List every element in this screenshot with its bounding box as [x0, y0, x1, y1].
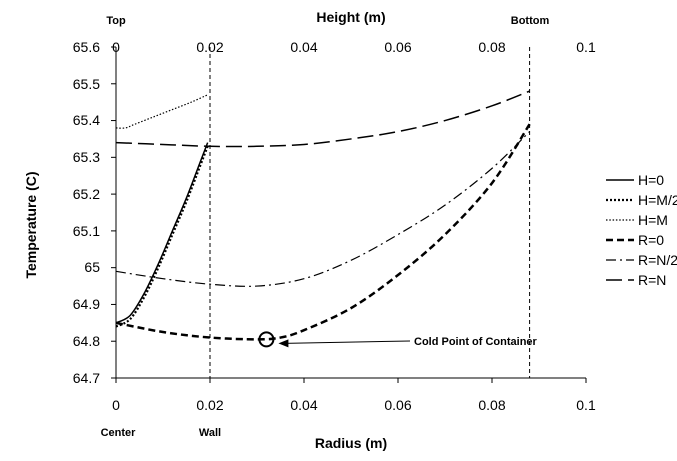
series-line	[115, 123, 531, 341]
top-edge-label-bottom: Bottom	[511, 15, 550, 27]
y-tick-label: 65.6	[73, 39, 100, 55]
bottom-edge-label-center: Center	[101, 427, 137, 439]
legend-entry: R=N/2	[606, 252, 677, 268]
x-bottom-tick-label: 0.02	[196, 397, 223, 413]
y-tick-label: 64.8	[73, 333, 100, 349]
x-bottom-tick-labels: 0 0.02 0.04 0.06 0.08 0.1	[112, 397, 596, 413]
legend: H=0 H=M/2 H=M R=0 R=N/2 R=N	[606, 172, 677, 288]
annotation-layer: Cold Point of Container	[258, 331, 538, 348]
x-bottom-tick-label: 0	[112, 397, 120, 413]
x-top-tick-label: 0.06	[384, 39, 411, 55]
legend-label: H=M	[638, 212, 668, 228]
series-line	[115, 90, 530, 148]
y-tick-label: 65.4	[73, 112, 100, 128]
y-tick-label: 65.2	[73, 186, 100, 202]
legend-entry: H=M/2	[606, 192, 677, 208]
y-tick-label: 65.3	[73, 149, 100, 165]
x-top-tick-labels: 0 0.02 0.04 0.06 0.08 0.1	[112, 39, 596, 55]
y-axis-title: Temperature (C)	[23, 171, 39, 278]
annotation-arrow-head	[278, 339, 289, 348]
legend-entry: R=0	[606, 232, 664, 248]
series-line	[115, 142, 209, 324]
legend-label: R=N/2	[638, 252, 677, 268]
cold-point-marker	[258, 331, 275, 348]
series-line	[115, 94, 208, 129]
annotation-label: Cold Point of Container	[414, 336, 538, 348]
x-bottom-tick-label: 0.04	[290, 397, 317, 413]
series-layer	[115, 90, 531, 341]
y-tick-label: 64.7	[73, 370, 100, 386]
bottom-axis-title: Radius (m)	[315, 435, 387, 451]
y-tick-label: 65	[84, 259, 100, 275]
legend-label: H=M/2	[638, 192, 677, 208]
y-tick-label: 65.5	[73, 76, 100, 92]
legend-entry: H=M	[606, 212, 668, 228]
top-axis-title: Height (m)	[316, 9, 385, 25]
legend-entry: R=N	[606, 272, 666, 288]
y-tick-label: 65.1	[73, 223, 100, 239]
legend-label: H=0	[638, 172, 664, 188]
x-top-tick-label: 0.08	[478, 39, 505, 55]
bottom-edge-label-wall: Wall	[199, 427, 221, 439]
reference-lines	[209, 47, 531, 378]
legend-entry: H=0	[606, 172, 664, 188]
x-top-tick-label: 0.04	[290, 39, 317, 55]
x-bottom-tick-label: 0.06	[384, 397, 411, 413]
x-top-tick-label: 0.1	[576, 39, 596, 55]
series-line	[115, 131, 531, 287]
x-bottom-tick-label: 0.1	[576, 397, 596, 413]
y-tick-label: 64.9	[73, 296, 100, 312]
annotation-arrow-line	[284, 340, 411, 344]
top-edge-label-top: Top	[106, 15, 126, 27]
y-tick-labels: 64.7 64.8 64.9 65 65.1 65.2 65.3 65.4 65…	[73, 39, 100, 386]
legend-label: R=N	[638, 272, 666, 288]
x-bottom-tick-label: 0.08	[478, 397, 505, 413]
legend-label: R=0	[638, 232, 664, 248]
series-line	[115, 145, 209, 328]
